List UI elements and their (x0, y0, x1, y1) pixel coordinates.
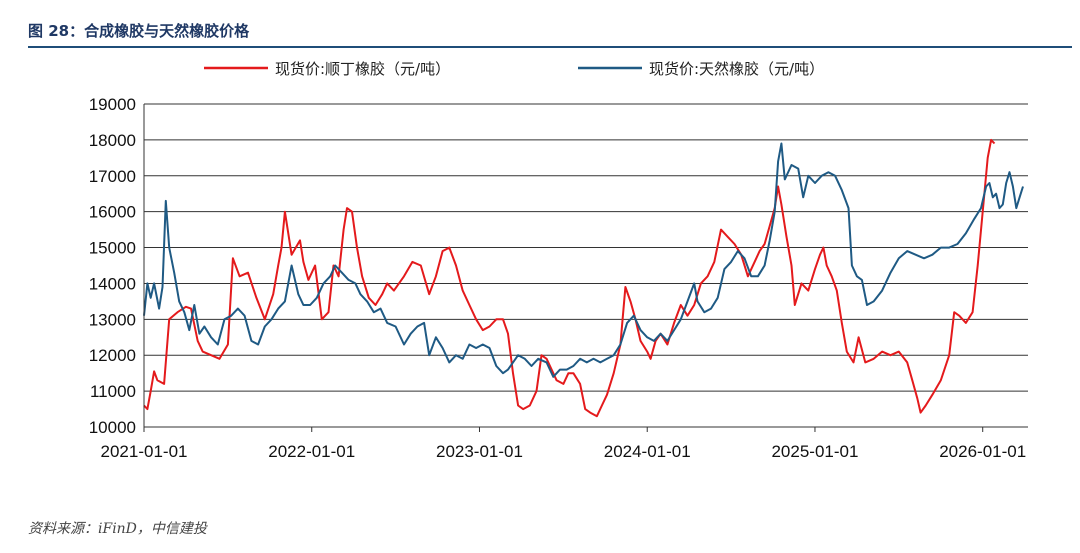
x-tick-label: 2025-01-01 (771, 442, 858, 461)
grid-lines (144, 103, 1028, 392)
y-tick-label: 18000 (89, 131, 136, 150)
x-tick-label: 2021-01-01 (101, 442, 188, 461)
x-axis-ticks: 2021-01-01 2022-01-01 2023-01-01 2024-01-01… (101, 427, 1026, 461)
title-divider (28, 46, 1072, 48)
y-tick-label: 19000 (89, 95, 136, 114)
series-line-butadiene (143, 138, 996, 418)
x-tick-label: 2022-01-01 (268, 442, 355, 461)
legend-label-natural-rubber: 现货价:天然橡胶（元/吨） (649, 60, 824, 78)
x-tick-label: 2024-01-01 (604, 442, 691, 461)
y-tick-label: 17000 (89, 167, 136, 186)
chart-legend: 现货价:顺丁橡胶（元/吨） 现货价:天然橡胶（元/吨） (204, 60, 824, 78)
y-tick-label: 13000 (89, 310, 136, 329)
y-tick-label: 12000 (89, 346, 136, 365)
y-tick-label: 11000 (90, 382, 136, 401)
y-tick-label: 16000 (89, 203, 136, 222)
y-axis-ticks: 10000 11000 12000 13000 14000 15000 16000 17000… (89, 95, 136, 437)
figure-title: 图 28：合成橡胶与天然橡胶价格 (28, 22, 250, 40)
source-note: 资料来源：iFinD，中信建投 (28, 521, 207, 537)
y-tick-label: 10000 (89, 418, 136, 437)
x-tick-label: 2023-01-01 (436, 442, 523, 461)
series-line-natural-rubber (143, 142, 1024, 378)
y-tick-label: 15000 (89, 239, 136, 258)
y-tick-label: 14000 (89, 274, 136, 293)
legend-label-butadiene: 现货价:顺丁橡胶（元/吨） (275, 60, 450, 78)
series-lines (143, 138, 1024, 418)
x-tick-label: 2026-01-01 (939, 442, 1026, 461)
